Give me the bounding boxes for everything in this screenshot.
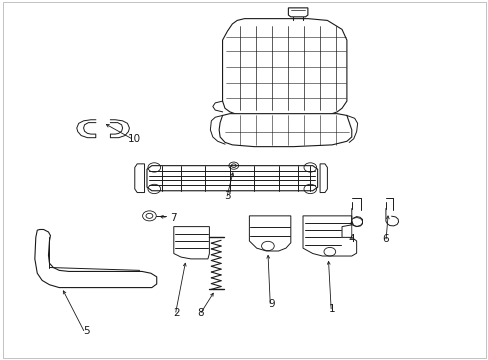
Text: 4: 4 [348,234,354,244]
Text: 6: 6 [382,234,388,244]
Text: 9: 9 [267,299,274,309]
Text: 5: 5 [82,325,89,336]
Polygon shape [35,229,157,288]
Polygon shape [249,216,290,251]
Polygon shape [288,8,307,17]
Text: 3: 3 [224,191,230,201]
Polygon shape [303,216,356,256]
Text: 2: 2 [173,308,179,318]
Polygon shape [173,226,209,259]
Text: 1: 1 [328,304,335,314]
Text: 10: 10 [128,134,141,144]
Polygon shape [147,166,317,191]
Polygon shape [219,114,351,147]
Polygon shape [222,19,346,116]
Text: 7: 7 [170,213,177,222]
Text: 8: 8 [197,308,203,318]
